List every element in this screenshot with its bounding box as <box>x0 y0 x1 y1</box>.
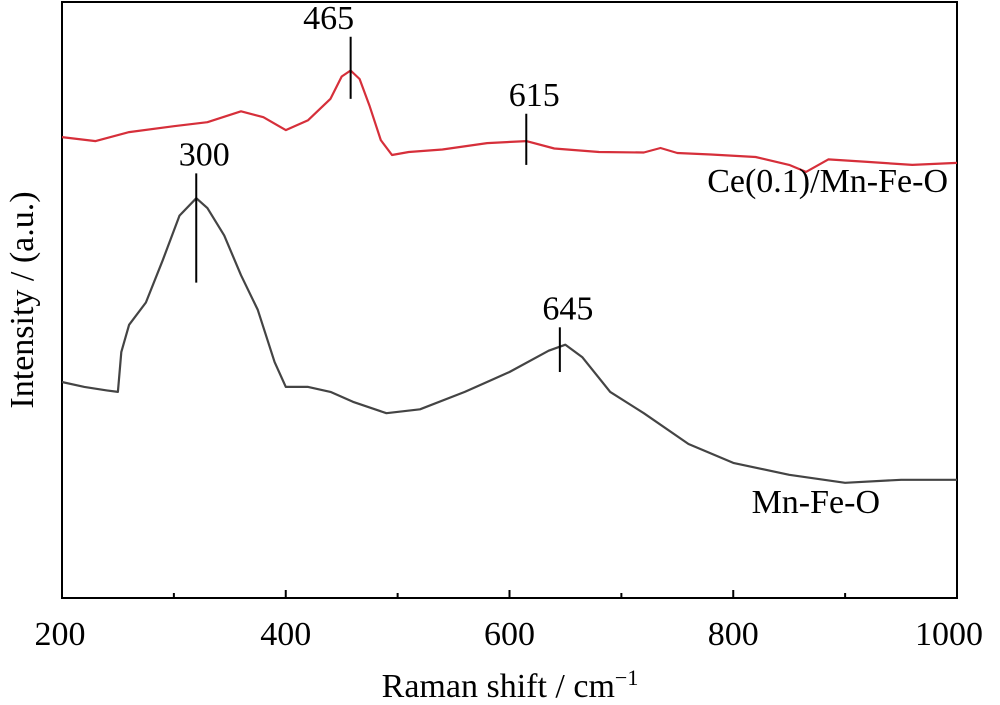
peak-annotations: 465 615 300 645 <box>179 0 593 373</box>
x-axis-title: Raman shift / cm−1 <box>382 665 639 700</box>
x-tick-label: 600 <box>484 616 535 653</box>
peak-label: 645 <box>542 290 593 327</box>
series-labels: Ce(0.1)/Mn-Fe-O Mn-Fe-O <box>707 163 948 521</box>
x-tick-label: 800 <box>708 616 759 653</box>
y-axis-title: Intensity / (a.u.) <box>4 191 41 408</box>
peak-label: 615 <box>509 77 560 114</box>
series-layer <box>61 69 958 484</box>
peak-label: 300 <box>179 136 230 173</box>
series-line <box>61 69 958 173</box>
series-label: Mn-Fe-O <box>752 484 880 521</box>
x-tick-label: 1000 <box>915 616 983 653</box>
series-label: Ce(0.1)/Mn-Fe-O <box>707 163 948 200</box>
x-axis: 200 400 600 800 1000 <box>35 590 983 653</box>
x-tick-label: 400 <box>260 616 311 653</box>
series-line <box>61 197 957 484</box>
peak-label: 465 <box>303 0 354 37</box>
x-tick-label: 200 <box>35 616 86 653</box>
